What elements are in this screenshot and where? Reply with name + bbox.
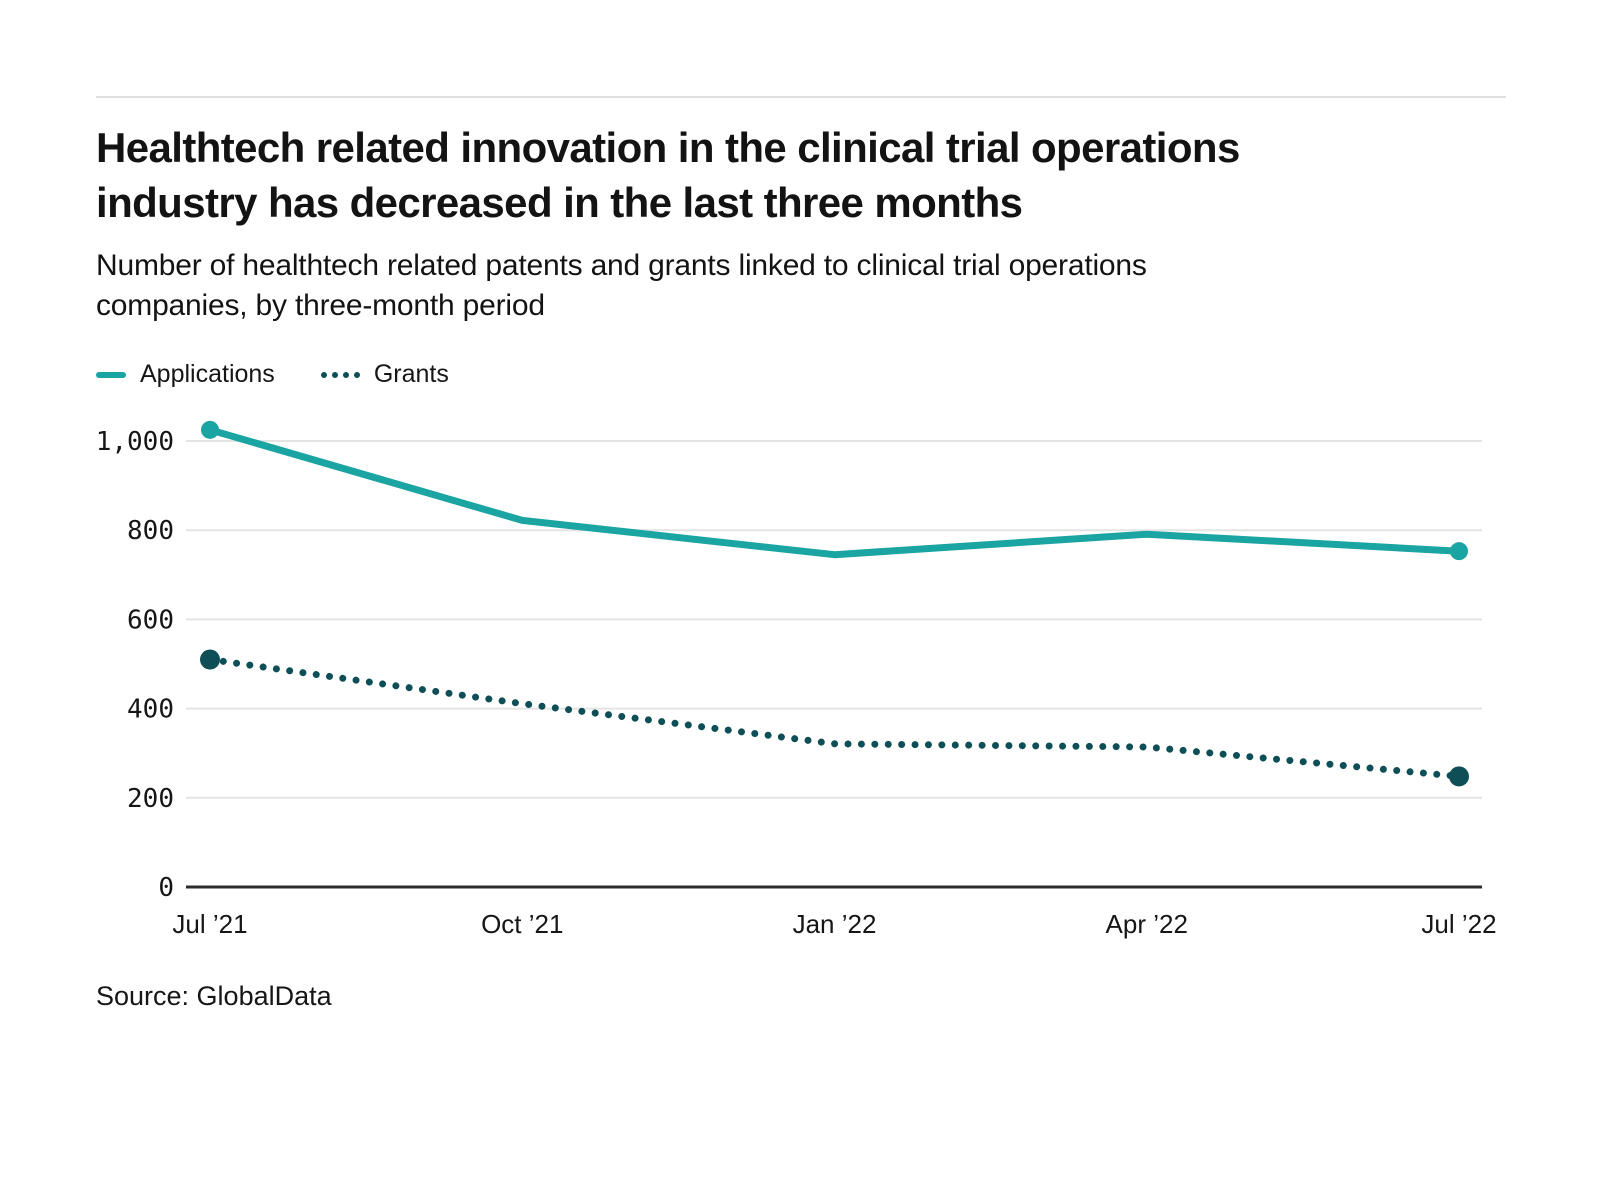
y-tick-label: 0 [158,873,174,903]
grants-endpoint-marker [1449,766,1469,787]
y-tick-label: 1,000 [96,427,174,457]
line-chart: 0 200 400 600 800 1,000 Jul ’21 Oct ’21 Jan ’22 A… [96,421,1497,939]
x-tick-label: Jul ’21 [172,909,247,939]
y-tick-label: 600 [127,606,174,636]
applications-endpoint-marker [201,421,219,440]
grants-line [206,656,1463,781]
x-tick-label: Apr ’22 [1106,909,1188,939]
legend-item-grants: Grants [320,360,449,389]
x-tick-label: Jul ’22 [1421,909,1496,939]
chart-subtitle: Number of healthtech related patents and… [96,249,1147,323]
legend-swatch-dotted-line-icon [320,371,360,378]
applications-endpoint-marker [1450,542,1468,561]
legend-label-grants: Grants [373,360,449,389]
y-tick-label: 800 [127,517,174,547]
source-text: Source: GlobalData [96,981,332,1012]
y-tick-label: 400 [127,695,174,725]
legend-swatch-solid-line-icon [96,371,126,378]
grants-endpoint-marker [200,649,220,670]
chart-legend: Applications Grants [96,360,1506,389]
legend-label-applications: Applications [140,360,275,389]
x-tick-label: Jan ’22 [793,909,877,939]
applications-line [206,426,1463,559]
x-tick-label: Oct ’21 [481,909,563,939]
top-divider [96,96,1506,98]
chart-title: Healthtech related innovation in the cli… [96,124,1240,227]
legend-item-applications: Applications [96,360,275,389]
y-tick-label: 200 [127,784,174,814]
